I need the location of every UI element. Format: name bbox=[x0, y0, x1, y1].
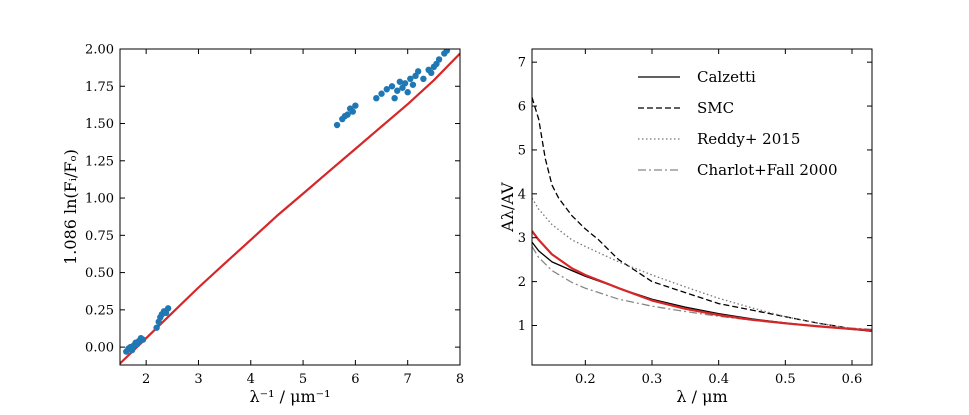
data-point bbox=[391, 94, 398, 102]
x-tick-label: 8 bbox=[456, 372, 464, 387]
x-tick-label: 0.6 bbox=[842, 372, 863, 387]
left-chart: 2 3 4 5 6 7 8 0.00 0.25 0.50 0.75 1.00 1.25 1.50 1.75 2… bbox=[61, 43, 464, 407]
y-tick-label: 5 bbox=[518, 143, 526, 158]
y-tick-label: 2.00 bbox=[85, 43, 114, 58]
series-line-charlot-fall-2000 bbox=[532, 246, 872, 331]
y-tick-label: 2 bbox=[518, 275, 526, 290]
data-point bbox=[164, 305, 172, 312]
x-tick-label: 4 bbox=[247, 372, 255, 387]
right-chart: 0.2 0.3 0.4 0.5 0.6 1 2 3 4 5 6 7 Calzetti SMC Reddy+… bbox=[498, 48, 873, 406]
series-line-smc bbox=[532, 97, 872, 332]
right-x-axis-label: λ / μm bbox=[676, 387, 727, 406]
y-tick-label: 1.75 bbox=[85, 80, 114, 95]
left-axes-frame bbox=[119, 48, 461, 366]
y-tick-label: 0.00 bbox=[85, 341, 114, 356]
data-point bbox=[428, 69, 435, 77]
data-point bbox=[414, 68, 422, 75]
legend-label: SMC bbox=[697, 99, 734, 117]
data-point bbox=[333, 121, 341, 129]
left-ticks: 2 3 4 5 6 7 8 0.00 0.25 0.50 0.75 1.00 1.25 1.50 1.75 2… bbox=[85, 43, 464, 388]
x-tick-label: 2 bbox=[142, 372, 150, 387]
y-tick-label: 0.25 bbox=[85, 303, 114, 318]
series-line-reddy-2015 bbox=[532, 197, 872, 332]
x-tick-label: 3 bbox=[194, 372, 202, 387]
right-plot-area bbox=[532, 97, 872, 332]
data-point bbox=[383, 86, 390, 93]
data-point bbox=[153, 324, 160, 331]
right-y-axis-label: Aλ/AV bbox=[498, 182, 517, 233]
x-tick-label: 0.2 bbox=[575, 372, 596, 387]
y-tick-label: 0.50 bbox=[85, 266, 114, 281]
legend: Calzetti SMC Reddy+ 2015 Charlot+Fall 2000 bbox=[638, 68, 838, 179]
x-tick-label: 5 bbox=[299, 372, 307, 387]
y-tick-label: 1.25 bbox=[85, 154, 114, 169]
data-point bbox=[349, 108, 356, 115]
data-point bbox=[420, 75, 427, 83]
x-tick-label: 0.4 bbox=[708, 372, 729, 387]
data-point bbox=[396, 78, 404, 85]
left-x-axis-label: λ⁻¹ / μm⁻¹ bbox=[250, 387, 331, 406]
y-tick-label: 4 bbox=[518, 187, 526, 202]
x-tick-label: 6 bbox=[351, 372, 359, 387]
right-ticks: 0.2 0.3 0.4 0.5 0.6 1 2 3 4 5 6 7 bbox=[518, 49, 872, 387]
legend-label: Charlot+Fall 2000 bbox=[697, 161, 838, 179]
left-y-axis-label: 1.086 ln(Fᵢ/Fₒ) bbox=[61, 149, 80, 265]
data-point bbox=[139, 336, 147, 343]
series-line-fit bbox=[532, 230, 872, 332]
series-line-fit bbox=[120, 52, 460, 365]
data-point bbox=[435, 56, 443, 63]
data-point bbox=[407, 75, 414, 83]
y-tick-label: 0.75 bbox=[85, 229, 114, 244]
x-tick-label: 0.5 bbox=[775, 372, 796, 387]
y-tick-label: 1.50 bbox=[85, 117, 114, 132]
left-plot-area bbox=[120, 49, 460, 365]
data-point bbox=[344, 111, 351, 118]
data-point bbox=[352, 102, 359, 109]
data-point bbox=[388, 83, 396, 90]
data-point bbox=[394, 87, 401, 94]
data-point bbox=[404, 89, 411, 96]
y-tick-label: 6 bbox=[518, 100, 526, 115]
data-point bbox=[409, 81, 417, 88]
y-tick-label: 3 bbox=[518, 231, 526, 246]
data-point bbox=[443, 49, 451, 54]
legend-label: Reddy+ 2015 bbox=[697, 130, 800, 148]
data-point bbox=[373, 94, 380, 102]
data-point bbox=[378, 90, 385, 97]
y-tick-label: 1.00 bbox=[85, 192, 114, 207]
right-axes-frame bbox=[531, 48, 873, 366]
x-tick-label: 7 bbox=[404, 372, 412, 387]
x-tick-label: 0.3 bbox=[642, 372, 663, 387]
data-point bbox=[401, 80, 409, 87]
y-tick-label: 7 bbox=[518, 56, 526, 71]
legend-label: Calzetti bbox=[697, 68, 756, 86]
y-tick-label: 1 bbox=[518, 319, 526, 334]
